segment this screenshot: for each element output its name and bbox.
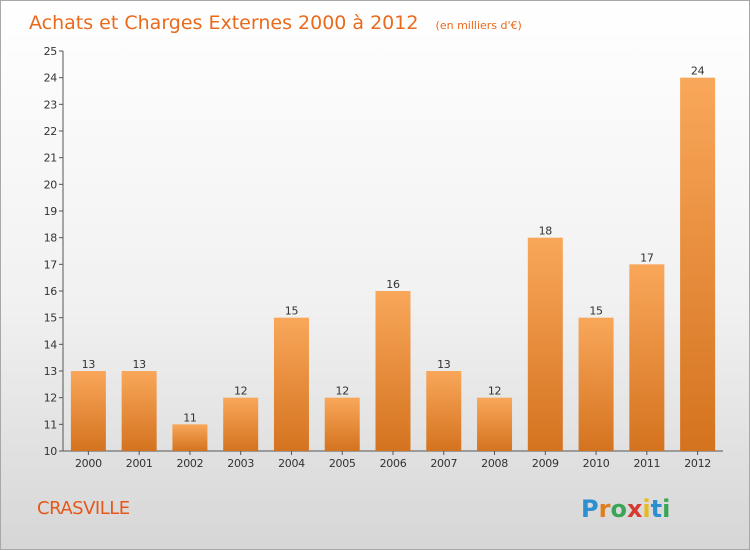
bar-2001 — [121, 371, 157, 451]
value-label-2011: 17 — [640, 251, 654, 264]
y-tick-label: 21 — [44, 152, 57, 165]
x-tick-label: 2002 — [177, 457, 204, 470]
y-tick-label: 13 — [44, 365, 58, 378]
bar-2012 — [680, 77, 716, 452]
y-tick-label: 22 — [44, 125, 57, 138]
bar-2008 — [477, 397, 513, 451]
value-label-2009: 18 — [539, 225, 553, 238]
value-label-2007: 13 — [437, 358, 451, 371]
x-tick-label: 2009 — [532, 457, 559, 470]
y-tick-label: 18 — [44, 232, 58, 245]
bars-group — [70, 77, 716, 452]
bar-2007 — [426, 371, 462, 451]
bar-2011 — [629, 264, 665, 451]
x-tick-label: 2008 — [481, 457, 508, 470]
value-label-2012: 24 — [691, 65, 705, 78]
x-tick-label: 2003 — [227, 457, 254, 470]
x-tick-label: 2001 — [126, 457, 153, 470]
bar-2000 — [70, 371, 106, 451]
y-tick-label: 25 — [44, 45, 58, 58]
value-label-2001: 13 — [132, 358, 146, 371]
x-tick-label: 2006 — [380, 457, 407, 470]
value-label-2002: 11 — [183, 411, 196, 424]
x-tick-label: 2010 — [583, 457, 610, 470]
y-tick-label: 10 — [44, 445, 58, 458]
y-tick-label: 20 — [44, 178, 58, 191]
y-tick-label: 15 — [44, 312, 58, 325]
chart-title: Achats et Charges Externes 2000 à 2012 (… — [29, 12, 522, 34]
bar-2009 — [527, 237, 563, 451]
value-label-2008: 12 — [488, 385, 501, 398]
y-tick-label: 17 — [44, 258, 58, 271]
value-label-2003: 12 — [234, 385, 247, 398]
commune-name: CRASVILLE — [37, 498, 130, 519]
bar-2010 — [578, 317, 614, 451]
axes: 10 11 12 13 14 15 16 17 18 19 20 21 22 23 24 25 2000 2001… — [44, 45, 723, 470]
bar-2006 — [375, 291, 411, 451]
logo-letter: i — [662, 495, 670, 523]
y-tick-label: 23 — [44, 98, 58, 111]
value-labels-group: 13 13 11 12 15 12 16 13 12 18 15 17 24 — [82, 65, 705, 425]
bar-2005 — [324, 397, 360, 451]
value-label-2005: 12 — [336, 385, 349, 398]
y-tick-label: 11 — [44, 418, 57, 431]
y-tick-label: 12 — [44, 392, 57, 405]
x-tick-label: 2000 — [75, 457, 102, 470]
value-label-2010: 15 — [589, 305, 603, 318]
logo-letter: r — [599, 495, 611, 523]
value-label-2006: 16 — [386, 278, 400, 291]
bar-2004 — [273, 317, 309, 451]
chart-title-text: Achats et Charges Externes 2000 à 2012 — [29, 12, 418, 34]
value-label-2004: 15 — [285, 305, 299, 318]
y-tick-label: 14 — [44, 338, 58, 351]
value-label-2000: 13 — [82, 358, 96, 371]
y-tick-label: 24 — [44, 72, 58, 85]
y-tick-label: 16 — [44, 285, 58, 298]
x-tick-label: 2012 — [684, 457, 711, 470]
y-tick-label: 19 — [44, 205, 58, 218]
x-tick-label: 2005 — [329, 457, 356, 470]
logo-letter: i — [642, 495, 650, 523]
logo-letter: t — [651, 495, 662, 523]
bar-2003 — [223, 397, 259, 451]
logo-letter: P — [581, 495, 599, 523]
proxiti-logo: Proxiti — [581, 495, 670, 523]
x-tick-label: 2011 — [633, 457, 660, 470]
chart-subtitle: (en milliers d'€) — [436, 19, 522, 32]
logo-letter: x — [627, 495, 643, 523]
x-tick-label: 2004 — [278, 457, 305, 470]
logo-letter: o — [610, 495, 627, 523]
x-tick-label: 2007 — [430, 457, 457, 470]
bar-2002 — [172, 424, 208, 451]
